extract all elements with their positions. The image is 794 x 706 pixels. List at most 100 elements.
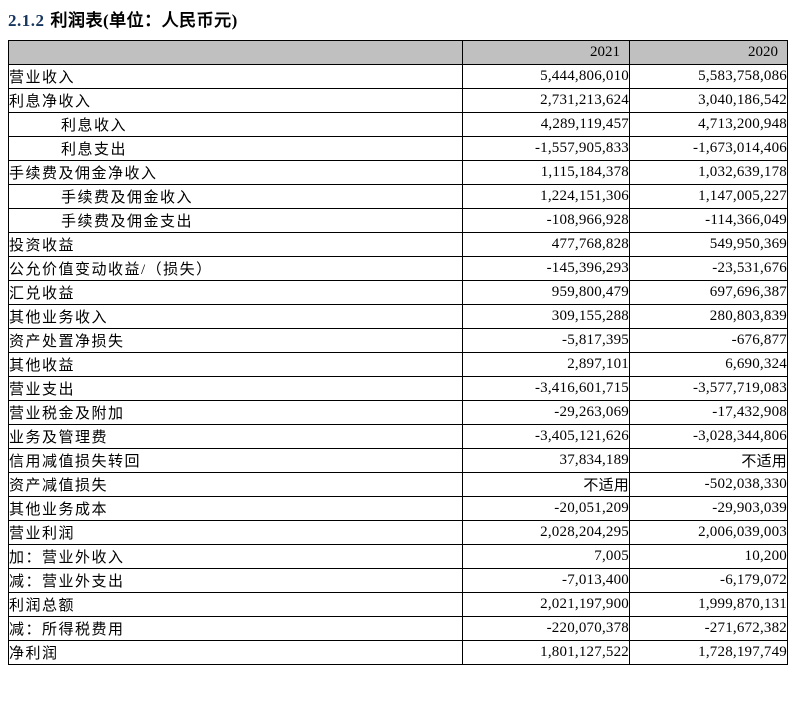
value-2020-cell: 不适用: [629, 448, 788, 473]
value-2020-cell: 4,713,200,948: [629, 112, 788, 137]
row-label-cell: 其他收益: [8, 352, 463, 377]
page-title: 2.1.2 利润表(单位：人民币元): [8, 6, 794, 31]
row-label-cell: 利息净收入: [8, 88, 463, 113]
table-row: 其他业务收入 309,155,288 280,803,839: [8, 304, 788, 329]
value-2021-cell: 4,289,119,457: [462, 112, 630, 137]
value-2020-cell: 549,950,369: [629, 232, 788, 257]
value-2021-cell: 477,768,828: [462, 232, 630, 257]
table-row: 手续费及佣金收入 1,224,151,306 1,147,005,227: [8, 184, 788, 209]
value-2020-cell: -17,432,908: [629, 400, 788, 425]
value-2021-cell: 37,834,189: [462, 448, 630, 473]
value-2020-cell: -29,903,039: [629, 496, 788, 521]
value-2021-cell: 1,801,127,522: [462, 640, 630, 665]
value-2021-cell: -20,051,209: [462, 496, 630, 521]
value-2020-cell: 1,032,639,178: [629, 160, 788, 185]
value-2020-cell: -6,179,072: [629, 568, 788, 593]
table-row: 手续费及佣金支出 -108,966,928 -114,366,049: [8, 208, 788, 233]
table-header: 2021 2020: [8, 40, 788, 65]
table-row: 营业收入 5,444,806,010 5,583,758,086: [8, 64, 788, 89]
table-row: 营业税金及附加 -29,263,069 -17,432,908: [8, 400, 788, 425]
value-2020-cell: 280,803,839: [629, 304, 788, 329]
value-2020-cell: -23,531,676: [629, 256, 788, 281]
value-2021-cell: 2,897,101: [462, 352, 630, 377]
value-2021-cell: -3,416,601,715: [462, 376, 630, 401]
row-label-cell: 利息支出: [8, 136, 463, 161]
value-2020-cell: 1,999,870,131: [629, 592, 788, 617]
table-row: 加：营业外收入 7,005 10,200: [8, 544, 788, 569]
value-2021-cell: 不适用: [462, 472, 630, 497]
row-label-cell: 加：营业外收入: [8, 544, 463, 569]
income-statement-table: 2021 2020 营业收入 5,444,806,010 5,583,758,0…: [8, 40, 788, 665]
table-row: 净利润 1,801,127,522 1,728,197,749: [8, 640, 788, 665]
section-number: 2.1.2: [8, 11, 45, 30]
row-label-cell: 公允价值变动收益/（损失）: [8, 256, 463, 281]
table-row: 利息收入 4,289,119,457 4,713,200,948: [8, 112, 788, 137]
table-row: 其他业务成本 -20,051,209 -29,903,039: [8, 496, 788, 521]
row-label-cell: 手续费及佣金净收入: [8, 160, 463, 185]
row-label-cell: 减：所得税费用: [8, 616, 463, 641]
row-label-cell: 信用减值损失转回: [8, 448, 463, 473]
table-row: 利息净收入 2,731,213,624 3,040,186,542: [8, 88, 788, 113]
value-2020-cell: -3,577,719,083: [629, 376, 788, 401]
row-label-cell: 投资收益: [8, 232, 463, 257]
value-2021-cell: -7,013,400: [462, 568, 630, 593]
header-row: 2021 2020: [8, 40, 788, 65]
row-label-cell: 利润总额: [8, 592, 463, 617]
value-2021-cell: 5,444,806,010: [462, 64, 630, 89]
row-label-cell: 营业税金及附加: [8, 400, 463, 425]
value-2021-cell: 2,731,213,624: [462, 88, 630, 113]
row-label-cell: 汇兑收益: [8, 280, 463, 305]
value-2020-cell: 3,040,186,542: [629, 88, 788, 113]
table-row: 汇兑收益 959,800,479 697,696,387: [8, 280, 788, 305]
table-row: 信用减值损失转回 37,834,189 不适用: [8, 448, 788, 473]
table-row: 减：所得税费用 -220,070,378 -271,672,382: [8, 616, 788, 641]
table-row: 业务及管理费 -3,405,121,626 -3,028,344,806: [8, 424, 788, 449]
row-label-cell: 手续费及佣金支出: [8, 208, 463, 233]
row-label-cell: 手续费及佣金收入: [8, 184, 463, 209]
row-label-cell: 其他业务收入: [8, 304, 463, 329]
value-2021-cell: 309,155,288: [462, 304, 630, 329]
table-body: 营业收入 5,444,806,010 5,583,758,086 利息净收入 2…: [8, 64, 788, 665]
value-2021-cell: 959,800,479: [462, 280, 630, 305]
value-2021-cell: -3,405,121,626: [462, 424, 630, 449]
header-year-2020: 2020: [629, 40, 788, 65]
header-label-cell: [8, 40, 463, 65]
value-2020-cell: -271,672,382: [629, 616, 788, 641]
value-2020-cell: -114,366,049: [629, 208, 788, 233]
table-row: 资产处置净损失 -5,817,395 -676,877: [8, 328, 788, 353]
value-2020-cell: -3,028,344,806: [629, 424, 788, 449]
row-label-cell: 净利润: [8, 640, 463, 665]
value-2020-cell: -1,673,014,406: [629, 136, 788, 161]
table-row: 营业支出 -3,416,601,715 -3,577,719,083: [8, 376, 788, 401]
row-label-cell: 营业支出: [8, 376, 463, 401]
row-label-cell: 资产减值损失: [8, 472, 463, 497]
value-2020-cell: 697,696,387: [629, 280, 788, 305]
row-label-cell: 营业利润: [8, 520, 463, 545]
value-2021-cell: -145,396,293: [462, 256, 630, 281]
table-row: 公允价值变动收益/（损失） -145,396,293 -23,531,676: [8, 256, 788, 281]
table-row: 营业利润 2,028,204,295 2,006,039,003: [8, 520, 788, 545]
value-2020-cell: 1,147,005,227: [629, 184, 788, 209]
value-2021-cell: -5,817,395: [462, 328, 630, 353]
value-2021-cell: -1,557,905,833: [462, 136, 630, 161]
row-label-cell: 利息收入: [8, 112, 463, 137]
value-2021-cell: -108,966,928: [462, 208, 630, 233]
value-2021-cell: -220,070,378: [462, 616, 630, 641]
row-label-cell: 营业收入: [8, 64, 463, 89]
value-2020-cell: -676,877: [629, 328, 788, 353]
table-row: 利润总额 2,021,197,900 1,999,870,131: [8, 592, 788, 617]
value-2021-cell: -29,263,069: [462, 400, 630, 425]
table-row: 投资收益 477,768,828 549,950,369: [8, 232, 788, 257]
value-2021-cell: 1,115,184,378: [462, 160, 630, 185]
table-row: 手续费及佣金净收入 1,115,184,378 1,032,639,178: [8, 160, 788, 185]
value-2021-cell: 2,028,204,295: [462, 520, 630, 545]
value-2020-cell: 6,690,324: [629, 352, 788, 377]
value-2021-cell: 1,224,151,306: [462, 184, 630, 209]
row-label-cell: 业务及管理费: [8, 424, 463, 449]
header-year-2021: 2021: [462, 40, 630, 65]
value-2021-cell: 2,021,197,900: [462, 592, 630, 617]
value-2020-cell: 2,006,039,003: [629, 520, 788, 545]
row-label-cell: 资产处置净损失: [8, 328, 463, 353]
value-2020-cell: -502,038,330: [629, 472, 788, 497]
